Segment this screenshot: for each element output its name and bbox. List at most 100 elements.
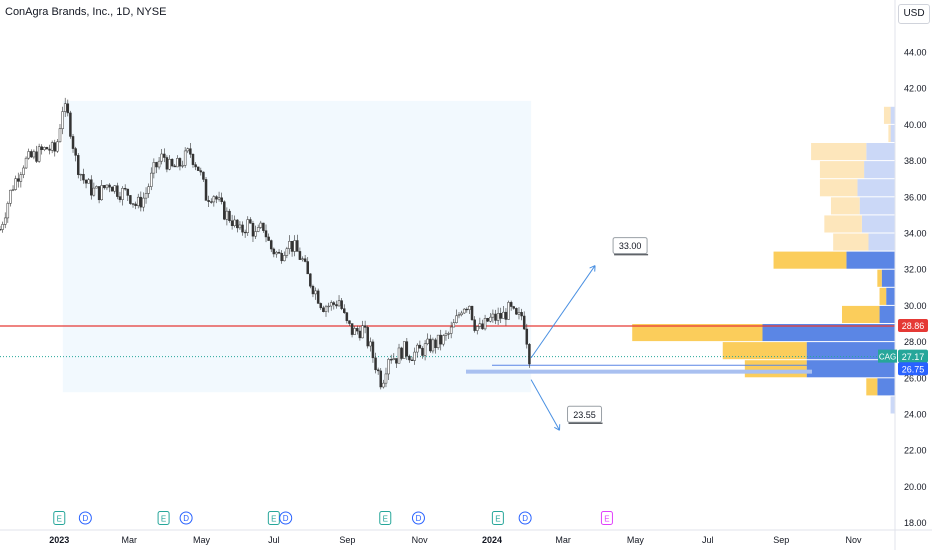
volume-profile-bar-up [811,143,867,161]
candle-body [150,172,153,187]
candle-body [337,300,341,307]
candle-body [45,147,49,150]
volume-profile-bar-down [846,251,895,269]
projection-label-box[interactable] [567,405,603,423]
candle-body [246,219,250,233]
candle-body [322,307,325,312]
price-axis-tick-label: 20.00 [904,482,927,492]
candle-body [3,217,7,225]
dividend-icon[interactable] [78,511,92,525]
dividend-icon[interactable] [411,511,425,525]
candle-body [27,151,30,159]
candle-body [358,330,362,339]
candle-body [87,179,90,184]
candle-body [32,151,36,158]
candle-body [509,302,513,307]
symbol-tag-label: CAG [879,353,896,362]
candle-body [525,328,529,345]
candle-body [515,308,518,315]
candle-body [504,311,508,320]
price-axis-tick-label: 32.00 [904,265,927,275]
candle-body [340,300,343,309]
volume-profile-bar-down [879,305,895,323]
earnings-icon[interactable] [491,511,504,525]
volume-profile-bar-up [879,287,887,305]
candle-body [452,322,456,328]
candle-body [181,165,184,167]
volume-profile-bar-down [890,106,895,124]
candle-body [290,241,294,252]
candle-body [0,229,2,231]
earnings-icon-label: E [604,515,609,524]
volume-profile-bar-down [868,233,895,251]
volume-profile-bar-up [722,342,807,360]
candle-body [69,112,72,137]
candle-body [194,164,197,168]
candle-body [189,148,192,155]
candle-body [92,187,96,196]
earnings-icon[interactable] [157,511,170,525]
candle-body [118,196,122,200]
candle-body [71,136,75,149]
earnings-icon[interactable] [379,511,392,525]
candle-body [1,224,4,230]
candle-body [30,151,33,158]
volume-profile-bar-up [888,124,891,142]
candle-body [303,258,307,262]
candle-body [332,302,336,305]
earnings-icon[interactable] [53,511,66,525]
volume-profile-bar-down [890,124,895,142]
volume-profile-bar-down [890,396,895,414]
candle-body [280,252,283,262]
candle-body [165,157,169,170]
currency-button[interactable]: USD [898,4,930,24]
price-tag-box [898,349,928,363]
candle-body [43,147,46,150]
candle-body [66,103,70,114]
candle-body [6,203,10,219]
projection-arrow[interactable] [530,379,560,431]
time-axis-tick-label: Mar [555,535,571,545]
earnings-icon[interactable] [600,511,613,525]
candle-body [48,148,51,151]
volume-profile-bar-up [866,378,878,396]
candle-body [350,323,354,335]
volume-profile-bar-up [819,179,858,197]
candle-body [460,312,463,316]
dividend-icon[interactable] [179,511,193,525]
candle-body [410,359,414,361]
candle-body [478,323,482,327]
projection-arrow[interactable] [530,265,596,359]
candle-body [329,302,333,307]
candle-body [275,251,278,255]
candle-body [376,369,380,372]
candle-body [444,333,448,336]
price-axis-tick-label: 36.00 [904,192,927,202]
dividend-icon[interactable] [518,511,532,525]
candle-body [58,128,62,143]
dividend-icon-label: D [416,514,422,523]
dividend-icon-label: D [82,514,88,523]
time-axis-tick-label: 2024 [482,535,502,545]
candle-body [442,335,445,345]
candle-body [40,146,43,150]
candle-body [113,185,116,192]
candle-body [489,316,492,322]
candle-body [356,328,359,332]
candle-body [379,370,383,388]
price-axis-tick-label: 18.00 [904,518,927,528]
candle-body [131,203,135,205]
projection-label-box[interactable] [612,237,648,255]
dividend-icon[interactable] [279,511,293,525]
candle-body [267,236,270,241]
volume-profile-bar-down [877,378,895,396]
candle-body [35,151,38,162]
candle-body [277,251,281,254]
candle-body [215,196,218,200]
candle-body [147,186,150,194]
time-axis-tick-label: May [627,535,645,545]
candle-body [236,219,239,229]
price-axis-tick-label: 30.00 [904,301,927,311]
